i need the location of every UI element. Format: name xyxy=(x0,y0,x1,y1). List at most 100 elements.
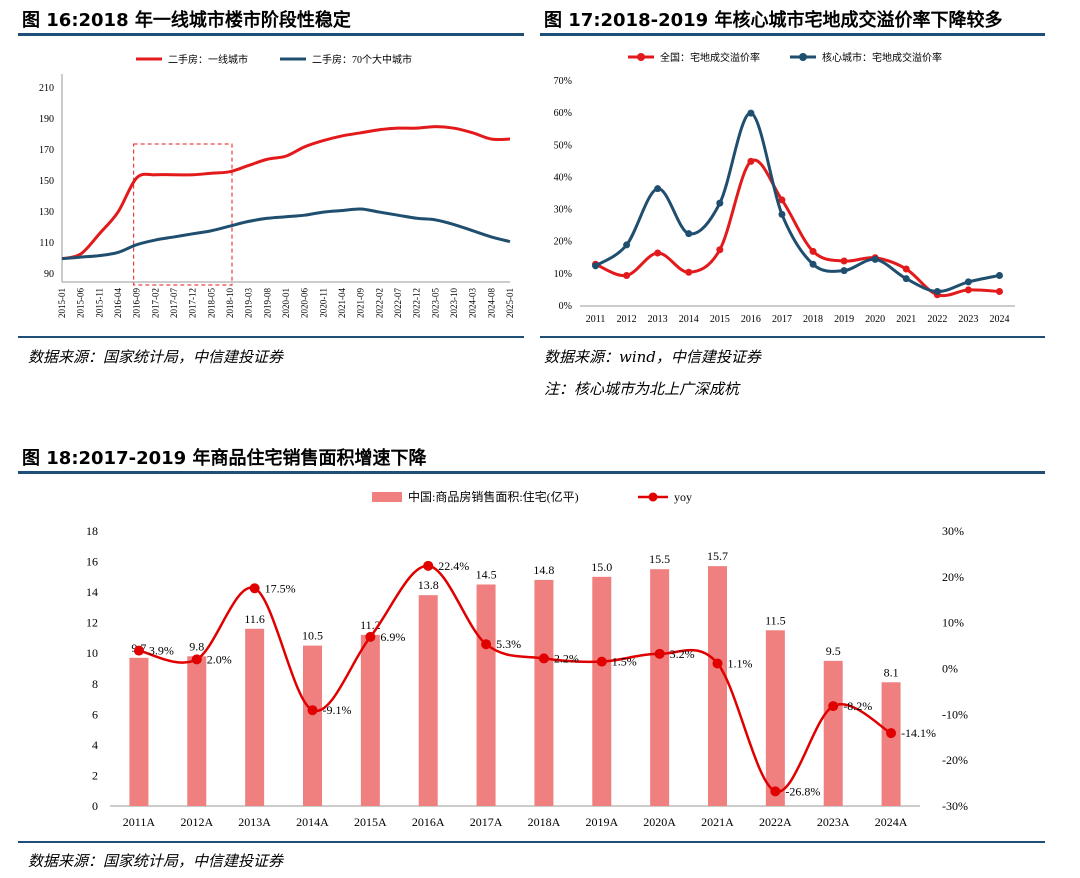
x-tick-label: 2022 xyxy=(927,314,947,325)
y-right-tick-label: 0% xyxy=(942,662,958,676)
bar xyxy=(360,634,380,806)
x-tick-label: 2021A xyxy=(701,815,734,829)
y-left-tick-label: 0 xyxy=(92,799,98,813)
x-tick-label: 2024A xyxy=(875,815,908,829)
yoy-data-label: -9.1% xyxy=(323,703,352,717)
data-point xyxy=(871,255,879,263)
bar-data-label: 14.5 xyxy=(476,567,497,581)
yoy-data-label: 2.0% xyxy=(207,652,232,666)
data-point xyxy=(654,249,662,257)
figure17-title: 图 17:2018-2019 年核心城市宅地成交溢价率下降较多 xyxy=(544,10,1003,31)
x-tick-label: 2014A xyxy=(296,815,329,829)
bar-data-label: 14.8 xyxy=(533,563,554,577)
bar xyxy=(303,645,322,806)
bar xyxy=(823,660,843,806)
x-tick-label: 2025-01 xyxy=(505,288,515,318)
bar-data-label: 13.8 xyxy=(418,578,439,592)
x-tick-label: 2017 xyxy=(772,314,792,325)
figure18-source: 数据来源：国家统计局，中信建投证券 xyxy=(28,852,284,870)
legend-item-1-label: 二手房：70个大中城市 xyxy=(312,53,412,66)
yoy-point xyxy=(481,639,492,650)
y-right-tick-label: -30% xyxy=(942,799,968,813)
y-tick-label: 10% xyxy=(554,269,572,280)
x-tick-label: 2022-02 xyxy=(374,288,384,318)
x-tick-label: 2012A xyxy=(180,815,213,829)
y-tick-label: 20% xyxy=(554,237,572,248)
y-tick-label: 30% xyxy=(554,205,572,216)
legend-item-1-marker xyxy=(799,53,807,61)
y-left-tick-label: 2 xyxy=(92,768,98,782)
yoy-point xyxy=(654,648,665,659)
figure16-title: 图 16:2018 年一线城市楼市阶段性稳定 xyxy=(22,10,351,31)
data-point xyxy=(623,271,631,279)
data-point xyxy=(809,260,817,268)
yoy-data-label: -8.2% xyxy=(843,699,872,713)
y-tick-label: 40% xyxy=(554,172,572,183)
bar xyxy=(187,656,207,806)
bar xyxy=(476,584,496,806)
bar xyxy=(650,569,670,806)
bar xyxy=(765,630,785,806)
bar-data-label: 15.5 xyxy=(649,552,670,566)
x-tick-label: 2020 xyxy=(865,314,885,325)
x-tick-label: 2011 xyxy=(586,314,606,325)
legend-line-label: yoy xyxy=(674,490,692,504)
yoy-point xyxy=(770,786,781,797)
yoy-point xyxy=(307,705,318,716)
x-tick-label: 2019-03 xyxy=(244,288,254,318)
y-tick-label: 210 xyxy=(39,83,54,94)
y-left-tick-label: 8 xyxy=(92,677,98,691)
bar xyxy=(129,657,149,806)
yoy-data-label: 2.2% xyxy=(554,651,579,665)
figure18-title: 图 18:2017-2019 年商品住宅销售面积增速下降 xyxy=(22,448,427,469)
y-left-tick-label: 12 xyxy=(86,616,98,630)
data-point xyxy=(964,286,972,294)
yoy-point xyxy=(249,583,260,594)
yoy-point xyxy=(712,658,723,669)
legend-bar-label: 中国:商品房销售面积:住宅(亿平) xyxy=(408,489,579,504)
bar-data-label: 11.5 xyxy=(765,613,786,627)
legend-item-0-label: 全国：宅地成交溢价率 xyxy=(660,51,760,64)
bar-data-label: 15.7 xyxy=(707,549,728,563)
data-point xyxy=(964,278,972,286)
x-tick-label: 2014 xyxy=(679,314,699,325)
yoy-point xyxy=(365,631,376,642)
x-tick-label: 2013A xyxy=(238,815,271,829)
y-tick-label: 60% xyxy=(554,108,572,119)
series-line-0 xyxy=(594,158,1000,298)
x-tick-label: 2024-08 xyxy=(486,288,496,318)
x-tick-label: 2022-07 xyxy=(393,288,403,318)
x-tick-label: 2017-12 xyxy=(188,288,198,318)
x-tick-label: 2024-03 xyxy=(468,288,478,318)
series-line-0 xyxy=(61,125,511,261)
legend-item-0-label: 二手房：一线城市 xyxy=(168,53,248,66)
bar xyxy=(245,628,265,806)
data-point xyxy=(685,230,693,238)
yoy-data-label: 17.5% xyxy=(265,581,296,595)
y-left-tick-label: 6 xyxy=(92,707,98,721)
legend-item-0-marker xyxy=(637,53,645,61)
figure17-source: 数据来源：wind，中信建投证券 xyxy=(544,348,761,366)
data-point xyxy=(747,157,755,165)
x-tick-label: 2018-10 xyxy=(225,288,235,318)
bar-data-label: 10.5 xyxy=(302,629,323,643)
yoy-point xyxy=(596,656,607,667)
x-tick-label: 2012 xyxy=(617,314,637,325)
x-tick-label: 2019A xyxy=(585,815,618,829)
x-tick-label: 2015-06 xyxy=(76,288,86,318)
legend-item-1-label: 核心城市：宅地成交溢价率 xyxy=(822,51,942,64)
y-left-tick-label: 16 xyxy=(86,555,98,569)
figure18-title-rule xyxy=(18,471,1045,474)
bar-data-label: 9.8 xyxy=(189,639,204,653)
data-point xyxy=(778,196,786,204)
y-left-tick-label: 14 xyxy=(86,585,98,599)
yoy-data-label: 3.9% xyxy=(149,644,174,658)
y-tick-label: 130 xyxy=(39,207,54,218)
bar-data-label: 9.5 xyxy=(826,644,841,658)
yoy-point xyxy=(423,560,434,571)
y-tick-label: 170 xyxy=(39,145,54,156)
yoy-data-label: 22.4% xyxy=(438,559,469,573)
x-tick-label: 2022A xyxy=(759,815,792,829)
x-tick-label: 2021 xyxy=(896,314,916,325)
bar xyxy=(534,579,554,806)
